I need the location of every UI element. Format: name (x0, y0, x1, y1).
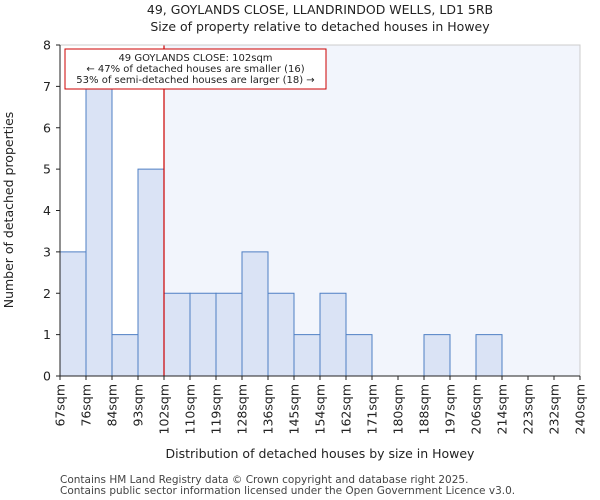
x-tick-label-145sqm: 145sqm (287, 384, 302, 434)
x-tick-label-102sqm: 102sqm (157, 384, 172, 434)
annotation-line-3: 53% of semi-detached houses are larger (… (76, 75, 314, 86)
x-tick-label-136sqm: 136sqm (261, 384, 276, 434)
annotation-box: 49 GOYLANDS CLOSE: 102sqm ← 47% of detac… (64, 48, 327, 90)
y-tick-label-2: 2 (43, 286, 51, 301)
x-tick-label-93sqm: 93sqm (131, 384, 146, 427)
annotation-line-2: ← 47% of detached houses are smaller (16… (86, 64, 304, 75)
x-tick-label-188sqm: 188sqm (417, 384, 432, 434)
bar-67sqm (59, 251, 87, 377)
bar-162sqm (345, 334, 373, 377)
y-tick-label-1: 1 (43, 327, 51, 342)
footer-licence: Contains public sector information licen… (60, 485, 516, 497)
x-tick-label-154sqm: 154sqm (313, 384, 328, 434)
bar-154sqm (319, 292, 347, 377)
bar-119sqm (215, 292, 243, 377)
x-tick-label-206sqm: 206sqm (469, 384, 484, 434)
y-tick-labels: 0 1 2 3 4 5 6 7 8 (43, 38, 60, 384)
bar-128sqm (241, 251, 269, 377)
y-tick-label-0: 0 (43, 369, 51, 384)
y-tick-label-8: 8 (43, 38, 51, 53)
x-tick-label-110sqm: 110sqm (183, 384, 198, 434)
x-axis-title: Distribution of detached houses by size … (166, 446, 476, 461)
x-tick-label-76sqm: 76sqm (79, 384, 94, 427)
bar-102sqm (163, 292, 191, 377)
x-tick-label-240sqm: 240sqm (573, 384, 588, 434)
x-tick-label-119sqm: 119sqm (209, 384, 224, 434)
x-tick-label-84sqm: 84sqm (105, 384, 120, 427)
bar-145sqm (293, 334, 321, 377)
x-tick-label-197sqm: 197sqm (443, 384, 458, 434)
bar-76sqm (85, 85, 113, 377)
bars-group (59, 85, 503, 377)
y-tick-label-7: 7 (43, 79, 51, 94)
x-tick-label-67sqm: 67sqm (53, 384, 68, 427)
chart-title: 49, GOYLANDS CLOSE, LLANDRINDOD WELLS, L… (147, 2, 493, 17)
y-tick-label-4: 4 (43, 203, 51, 218)
bar-206sqm (475, 334, 503, 377)
x-tick-label-232sqm: 232sqm (547, 384, 562, 434)
x-tick-label-223sqm: 223sqm (521, 384, 536, 434)
bar-136sqm (267, 292, 295, 377)
bar-188sqm (423, 334, 451, 377)
bar-84sqm (111, 334, 139, 377)
bar-93sqm (137, 168, 165, 377)
footer-copyright: Contains HM Land Registry data © Crown c… (60, 474, 469, 486)
annotation-frame (64, 48, 327, 90)
annotation-line-1: 49 GOYLANDS CLOSE: 102sqm (118, 53, 272, 64)
x-tick-label-214sqm: 214sqm (495, 384, 510, 434)
x-tick-label-171sqm: 171sqm (365, 384, 380, 434)
chart-subtitle: Size of property relative to detached ho… (150, 19, 490, 34)
y-tick-label-6: 6 (43, 120, 51, 135)
x-tick-label-180sqm: 180sqm (391, 384, 406, 434)
y-tick-label-3: 3 (43, 244, 51, 259)
x-tick-label-162sqm: 162sqm (339, 384, 354, 434)
y-axis-title: Number of detached properties (1, 112, 16, 309)
y-tick-label-5: 5 (43, 162, 51, 177)
x-tick-labels: 67sqm 76sqm 84sqm 93sqm 102sqm 110sqm 119sqm 12… (53, 376, 588, 434)
bar-110sqm (189, 292, 217, 377)
x-tick-label-128sqm: 128sqm (235, 384, 250, 434)
